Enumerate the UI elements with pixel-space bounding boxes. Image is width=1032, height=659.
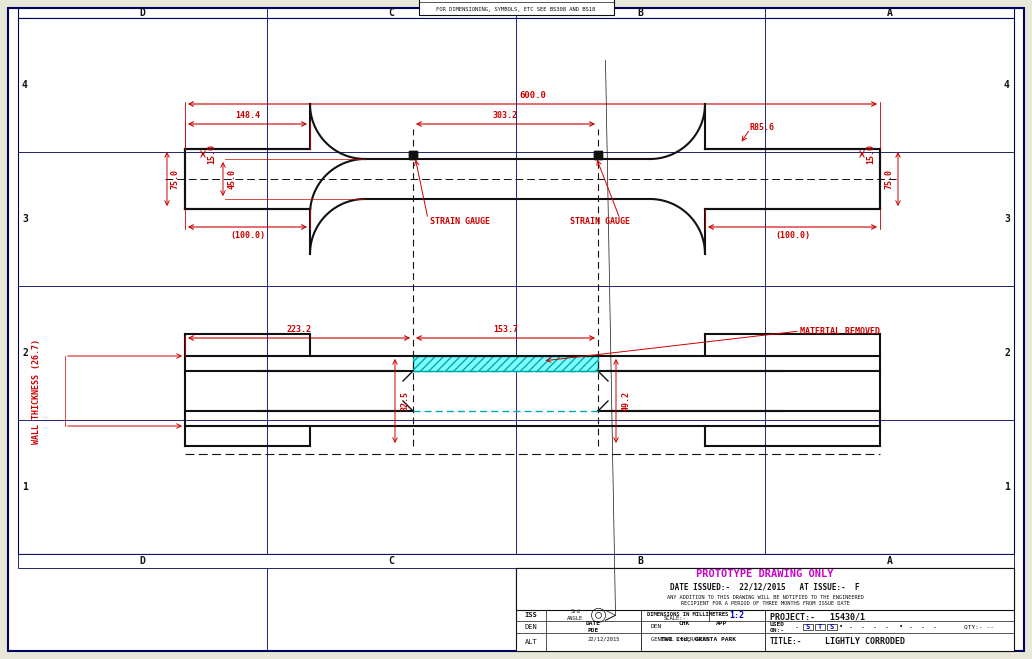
Text: DATE: DATE — [586, 621, 601, 627]
Bar — [419, 0, 613, 15]
Bar — [827, 624, 837, 630]
Text: 3: 3 — [1004, 214, 1010, 224]
Bar — [594, 151, 602, 159]
Text: A: A — [886, 556, 893, 566]
Text: 223.2: 223.2 — [287, 325, 312, 334]
Text: APP: APP — [716, 621, 728, 627]
Text: -: - — [884, 624, 890, 630]
Text: R85.6: R85.6 — [750, 123, 775, 132]
Text: 15.0: 15.0 — [207, 144, 216, 164]
Text: 303.2: 303.2 — [493, 111, 518, 120]
Text: DIMENSIONS IN MILLIMETRES: DIMENSIONS IN MILLIMETRES — [647, 612, 729, 617]
Text: ALT: ALT — [524, 639, 538, 645]
Bar — [18, 554, 1014, 568]
Text: 3: 3 — [22, 214, 28, 224]
Text: MATERIAL REMOVED: MATERIAL REMOVED — [800, 326, 880, 335]
Bar — [516, 568, 1014, 610]
Text: -: - — [849, 624, 853, 630]
Text: 22/12/2015: 22/12/2015 — [587, 636, 620, 641]
Text: C: C — [389, 8, 394, 18]
Bar — [815, 624, 825, 630]
Text: T: T — [818, 624, 823, 630]
Text: •: • — [899, 624, 903, 630]
Text: 2: 2 — [1004, 348, 1010, 358]
Text: 49.2: 49.2 — [622, 391, 631, 411]
Text: 3rd: 3rd — [571, 609, 580, 614]
Bar — [413, 356, 598, 371]
Text: 148.4: 148.4 — [235, 111, 260, 120]
Bar — [18, 18, 1014, 554]
Text: 75.0: 75.0 — [171, 169, 180, 189]
Text: D: D — [139, 556, 146, 566]
Text: ANY ADDITION TO THIS DRAWING WILL BE NOTIFIED TO THE ENGINEERED: ANY ADDITION TO THIS DRAWING WILL BE NOT… — [667, 594, 864, 600]
Text: S: S — [830, 624, 834, 630]
Bar — [18, 8, 1014, 18]
Text: 15.0: 15.0 — [866, 144, 875, 164]
Text: -: - — [795, 624, 799, 630]
Text: 4: 4 — [1004, 80, 1010, 90]
Text: 2: 2 — [22, 348, 28, 358]
Text: 45.0: 45.0 — [228, 169, 237, 189]
Text: TITLE:-: TITLE:- — [770, 637, 802, 646]
Text: C: C — [389, 556, 394, 566]
Text: B: B — [638, 556, 643, 566]
Text: DATE ISSUED:-  22/12/2015   AT ISSUE:-  F: DATE ISSUED:- 22/12/2015 AT ISSUE:- F — [670, 582, 860, 591]
Text: -: - — [861, 624, 865, 630]
Bar — [803, 624, 813, 630]
Text: 153.7: 153.7 — [493, 325, 518, 334]
Text: 32.5: 32.5 — [401, 391, 410, 411]
Text: TWI Ltd, GRANTA PARK: TWI Ltd, GRANTA PARK — [662, 637, 736, 643]
Bar — [409, 151, 417, 159]
Text: -: - — [921, 624, 925, 630]
Text: S: S — [806, 624, 810, 630]
Bar — [409, 151, 417, 159]
Text: (100.0): (100.0) — [230, 231, 265, 240]
Text: ON:-: ON:- — [770, 629, 785, 633]
Text: GENERAL TOLERANCES: GENERAL TOLERANCES — [651, 637, 710, 643]
Text: 1: 1 — [22, 482, 28, 492]
Text: 4: 4 — [22, 80, 28, 90]
Text: PROJECT:-   15430/1: PROJECT:- 15430/1 — [770, 613, 865, 622]
Text: PROTOTYPE DRAWING ONLY: PROTOTYPE DRAWING ONLY — [697, 569, 834, 579]
Text: CHK: CHK — [679, 621, 690, 627]
Text: FOR DIMENSIONING, SYMBOLS, ETC SEE BS308 AND BS18: FOR DIMENSIONING, SYMBOLS, ETC SEE BS308… — [437, 7, 595, 12]
Text: -: - — [909, 624, 913, 630]
Text: -: - — [933, 624, 937, 630]
Bar — [594, 151, 602, 159]
Text: 1:2: 1:2 — [730, 611, 745, 620]
Text: DEN: DEN — [651, 625, 663, 629]
Text: B: B — [638, 8, 643, 18]
Text: (100.0): (100.0) — [775, 231, 810, 240]
Text: RECIPIENT FOR A PERIOD OF THREE MONTHS FROM ISSUE DATE: RECIPIENT FOR A PERIOD OF THREE MONTHS F… — [681, 601, 849, 606]
Text: USED: USED — [770, 623, 785, 627]
Bar — [516, 568, 1014, 651]
Text: 1: 1 — [1004, 482, 1010, 492]
Text: D: D — [139, 8, 146, 18]
Text: WALL THICKNESS (26.7): WALL THICKNESS (26.7) — [32, 339, 40, 444]
Text: 75.0: 75.0 — [885, 169, 894, 189]
Text: LIGHTLY CORRODED: LIGHTLY CORRODED — [825, 637, 905, 646]
Text: ISS: ISS — [524, 612, 538, 618]
Text: 600.0: 600.0 — [519, 91, 546, 100]
Text: •: • — [839, 624, 843, 630]
Text: ANGLE: ANGLE — [568, 616, 584, 621]
Text: A: A — [886, 8, 893, 18]
Text: QTY:- --: QTY:- -- — [964, 625, 994, 629]
Text: STRAIN GAUGE: STRAIN GAUGE — [570, 217, 630, 225]
Text: -: - — [873, 624, 877, 630]
Text: STRAIN GAUGE: STRAIN GAUGE — [430, 217, 490, 225]
Text: DEN: DEN — [524, 624, 538, 630]
Text: PDE: PDE — [588, 629, 600, 633]
Text: SCALE:-: SCALE:- — [664, 616, 686, 621]
